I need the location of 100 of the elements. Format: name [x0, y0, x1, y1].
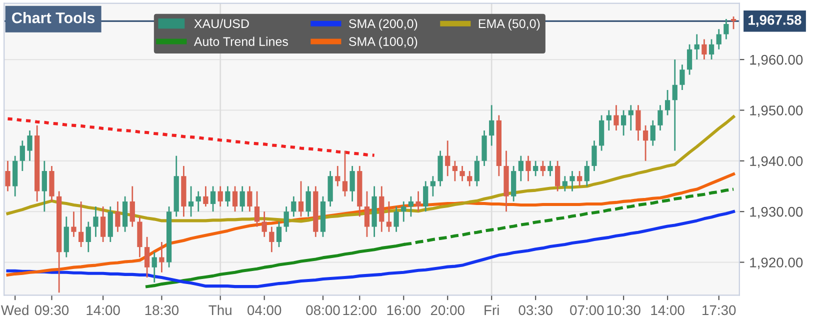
candlestick [694, 34, 700, 60]
candlestick [225, 186, 230, 208]
legend-label: SMA (200,0) [348, 18, 418, 31]
candlestick [335, 165, 340, 187]
x-tick-label: 10:30 [607, 305, 640, 316]
candlestick [306, 186, 311, 218]
candlestick [584, 160, 590, 187]
candlestick [730, 16, 736, 30]
candlestick [716, 28, 722, 50]
candlestick [606, 110, 612, 132]
candlestick [144, 236, 150, 278]
candlestick [570, 170, 575, 192]
line-series [6, 210, 736, 288]
candlestick [342, 150, 348, 198]
candlestick [460, 165, 465, 182]
candlestick [620, 110, 626, 136]
candlestick [284, 206, 289, 233]
candlestick [664, 89, 670, 116]
legend-label: XAU/USD [194, 18, 249, 28]
line-series [6, 117, 376, 157]
x-tick-label: 03:30 [518, 305, 552, 316]
y-tick-label: 1,920.00 [750, 258, 803, 270]
candlestick [394, 206, 399, 233]
candlestick [210, 186, 216, 212]
x-tick-label: 14:00 [86, 305, 120, 316]
candlestick [203, 186, 208, 208]
candlestick [708, 38, 714, 60]
y-tick-label: 1,950.00 [750, 106, 803, 118]
candlestick [686, 44, 692, 76]
x-tick-label: Wed [0, 304, 28, 316]
x-tick-label: 14:00 [651, 305, 684, 316]
candlestick [548, 160, 553, 177]
candlestick [386, 200, 392, 233]
candlestick [115, 200, 120, 233]
candlestick [702, 38, 707, 60]
annotation: Chart Tools [12, 12, 95, 24]
y-tick-label: 1,930.00 [750, 206, 803, 218]
x-tick-label: 04:00 [248, 305, 282, 316]
legend-label: EMA (50,0) [478, 18, 540, 31]
legend-label: Auto Trend Lines [194, 36, 288, 46]
candlestick [71, 210, 76, 238]
candlestick [416, 190, 421, 212]
candlestick [218, 186, 223, 208]
candlestick [276, 221, 282, 248]
candlestick [526, 155, 531, 182]
y-tick-label: 1,940.00 [750, 156, 803, 168]
candlestick [592, 140, 597, 172]
candlestick [298, 180, 304, 218]
candlestick [489, 104, 494, 146]
candlestick [262, 210, 267, 238]
candlestick [555, 160, 560, 192]
x-tick-label: 09:30 [34, 305, 69, 316]
candlestick [130, 186, 135, 228]
candlestick [152, 251, 157, 284]
candlestick [240, 186, 245, 212]
candlestick [577, 170, 582, 187]
candlestick [269, 226, 274, 253]
candlestick [533, 160, 538, 177]
candlestick [5, 160, 10, 192]
legend-label: SMA (100,0) [348, 36, 418, 48]
candlestick [614, 104, 619, 132]
candlestick [518, 155, 524, 182]
candlestick [188, 186, 194, 218]
x-tick-label: 12:00 [343, 305, 376, 316]
x-tick-label: 07:00 [570, 305, 604, 316]
candlestick [423, 180, 428, 212]
candlestick [93, 206, 98, 238]
candlestick [467, 170, 472, 187]
candlestick [350, 165, 355, 202]
candlestick [232, 186, 238, 212]
x-tick-label: 20:00 [430, 305, 464, 316]
candlestick [196, 190, 201, 212]
candlestick [42, 160, 47, 212]
candlestick [452, 160, 458, 182]
candlestick [78, 200, 84, 248]
candlestick [364, 190, 370, 238]
candlestick [291, 196, 296, 218]
candlestick [628, 104, 634, 132]
candlestick [474, 155, 480, 187]
x-tick-label: Fri [484, 304, 499, 315]
x-tick-label: 08:00 [306, 305, 340, 316]
candlestick [401, 200, 406, 222]
candlestick [445, 140, 450, 177]
ref-line-label: 1,967.58 [748, 15, 802, 27]
candlestick [100, 206, 106, 243]
candlestick [650, 120, 656, 146]
candlestick [672, 58, 678, 152]
candlestick [658, 104, 663, 132]
candlestick [680, 64, 685, 91]
candlestick [540, 160, 546, 177]
candlestick [254, 190, 260, 228]
candlestick [20, 140, 25, 172]
candlestick [642, 124, 648, 162]
x-tick-label: 18:30 [145, 305, 179, 316]
x-tick-label: 17:30 [702, 305, 736, 316]
candlestick [636, 104, 641, 142]
y-tick-label: 1,960.00 [750, 54, 803, 66]
candlestick [562, 175, 568, 192]
candlestick [247, 186, 252, 212]
candlestick [430, 175, 436, 198]
